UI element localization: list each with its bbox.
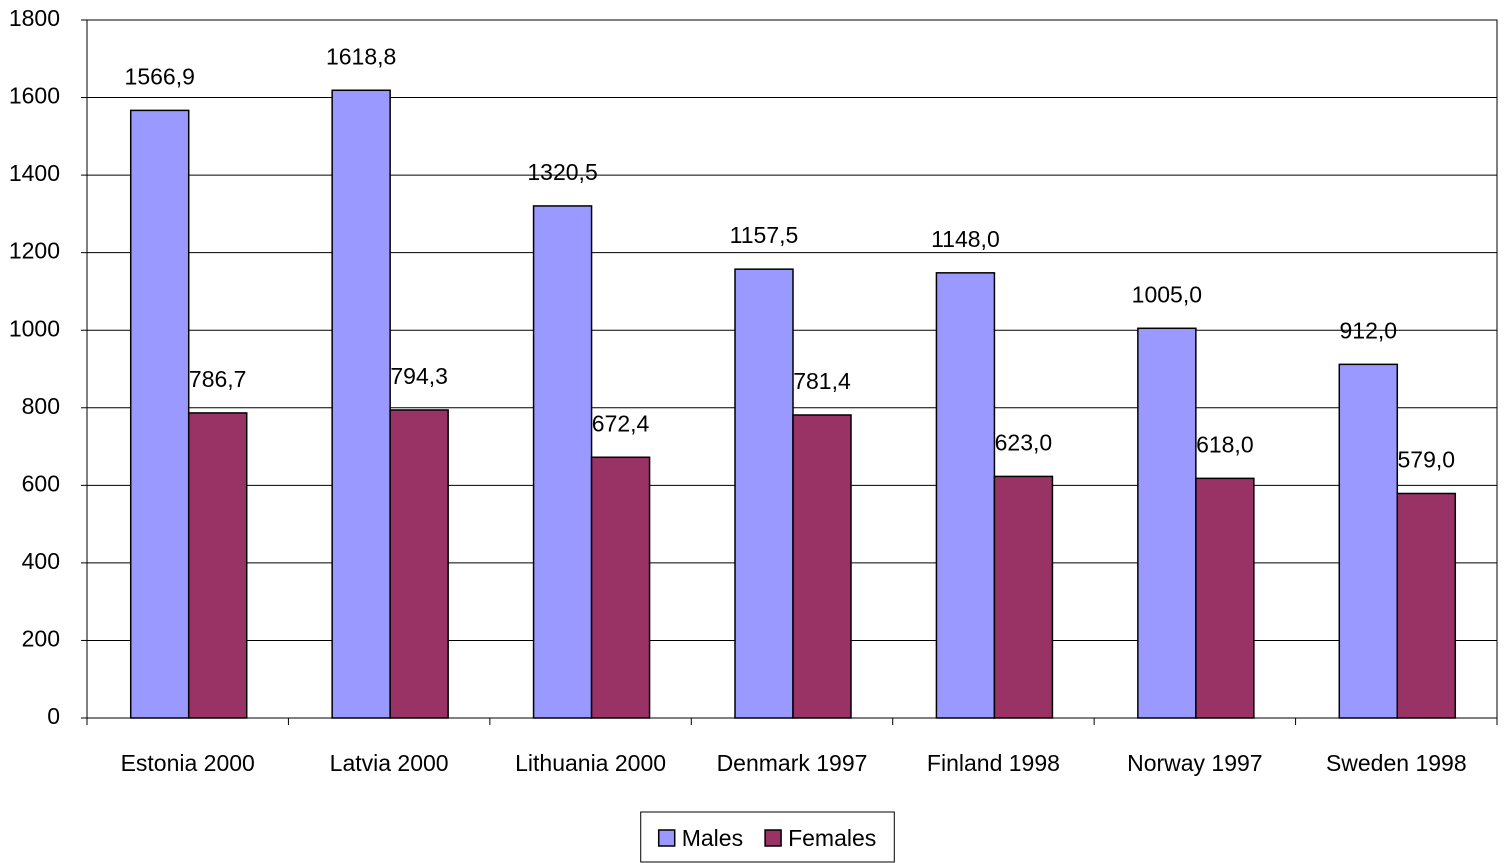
y-tick-label: 800 bbox=[22, 393, 60, 419]
value-label: 618,0 bbox=[1196, 431, 1254, 457]
y-tick-label: 600 bbox=[22, 470, 60, 496]
x-tick-label: Finland 1998 bbox=[927, 750, 1060, 776]
x-tick-label: Latvia 2000 bbox=[330, 750, 449, 776]
y-tick-label: 1800 bbox=[9, 5, 60, 31]
value-label: 1566,9 bbox=[125, 63, 195, 89]
x-tick-label: Estonia 2000 bbox=[121, 750, 255, 776]
y-tick-label: 1400 bbox=[9, 160, 60, 186]
x-tick-label: Denmark 1997 bbox=[717, 750, 868, 776]
bar bbox=[1195, 477, 1255, 719]
bar bbox=[1338, 363, 1399, 719]
y-tick-label: 0 bbox=[47, 703, 60, 729]
value-label: 623,0 bbox=[995, 429, 1053, 455]
y-tick-label: 1000 bbox=[9, 315, 60, 341]
bar bbox=[129, 109, 190, 719]
value-label: 786,7 bbox=[189, 366, 247, 392]
value-label: 1157,5 bbox=[730, 222, 799, 248]
x-tick-label: Lithuania 2000 bbox=[515, 750, 666, 776]
legend: Males Females bbox=[640, 811, 895, 863]
bar bbox=[590, 456, 651, 719]
value-label: 672,4 bbox=[592, 410, 650, 436]
bar bbox=[532, 205, 593, 719]
bar bbox=[792, 414, 852, 719]
bar bbox=[734, 268, 794, 719]
value-label: 1320,5 bbox=[527, 159, 597, 185]
y-tick-label: 400 bbox=[22, 548, 60, 574]
value-label: 1618,8 bbox=[326, 43, 396, 69]
bar bbox=[389, 409, 449, 719]
bar bbox=[331, 89, 391, 719]
legend-swatch bbox=[764, 829, 782, 847]
x-tick-label: Sweden 1998 bbox=[1326, 750, 1467, 776]
legend-label: Males bbox=[682, 825, 743, 851]
legend-swatch bbox=[657, 829, 676, 847]
value-label: 1005,0 bbox=[1132, 281, 1202, 307]
value-label: 794,3 bbox=[390, 363, 448, 389]
value-label: 912,0 bbox=[1340, 317, 1398, 343]
bar bbox=[1137, 327, 1197, 719]
legend-label: Females bbox=[788, 825, 876, 851]
value-label: 579,0 bbox=[1398, 447, 1456, 473]
bar bbox=[1396, 492, 1457, 719]
y-tick-label: 1600 bbox=[9, 83, 60, 109]
value-label: 781,4 bbox=[793, 368, 851, 394]
y-tick-label: 200 bbox=[22, 626, 60, 652]
value-label: 1148,0 bbox=[931, 226, 1000, 252]
bar bbox=[993, 475, 1054, 719]
bar bbox=[187, 412, 248, 719]
y-tick-label: 1200 bbox=[9, 238, 60, 264]
bar bbox=[935, 272, 996, 719]
x-tick-label: Norway 1997 bbox=[1127, 750, 1263, 776]
